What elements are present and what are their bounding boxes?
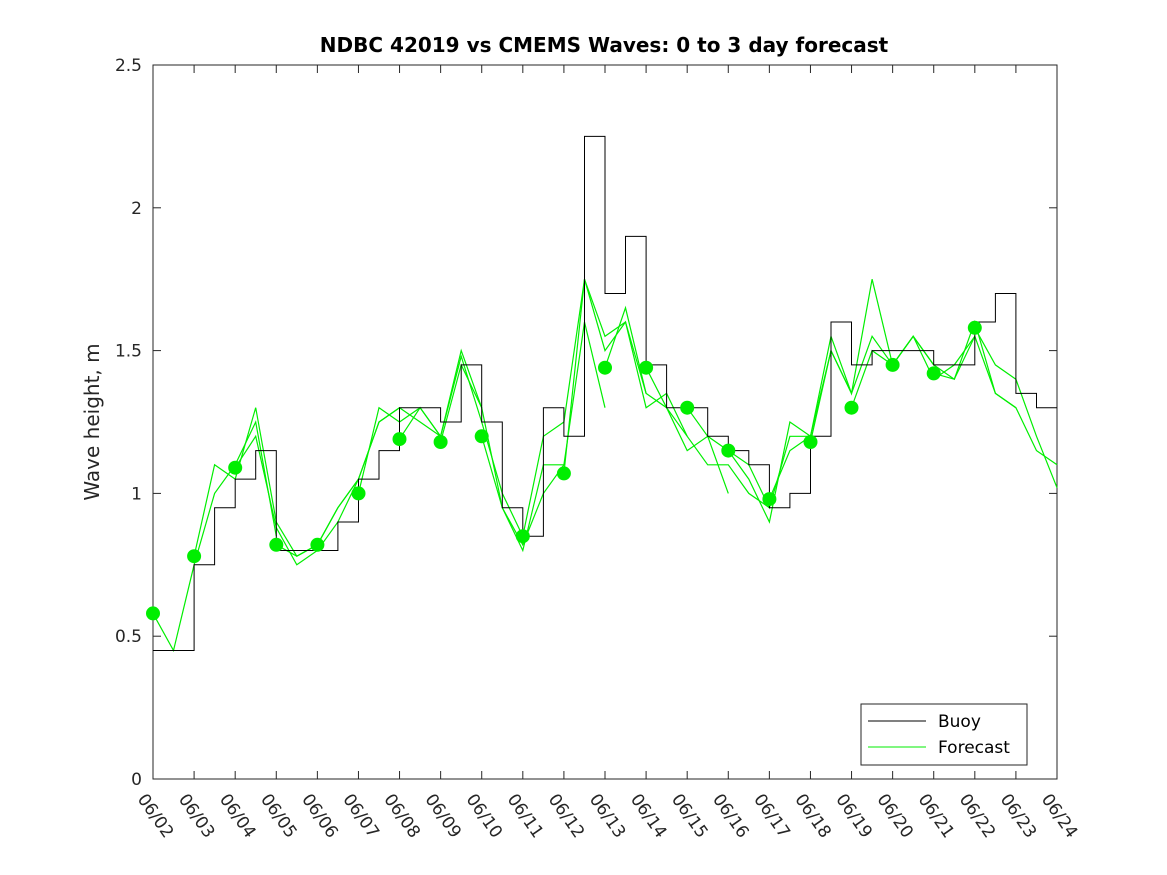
y-tick-label: 2: [131, 199, 142, 219]
analysis-point: [515, 529, 530, 544]
analysis-point: [598, 360, 612, 375]
analysis-point: [926, 366, 941, 381]
analysis-point: [433, 435, 448, 449]
analysis-point: [187, 549, 202, 564]
analysis-point: [680, 400, 695, 415]
forecast-line-06-21: [933, 334, 1058, 466]
legend-forecast-label: Forecast: [938, 738, 1010, 758]
analysis-point: [639, 360, 654, 375]
legend: Buoy Forecast: [860, 703, 1028, 766]
y-tick-label: 0: [131, 770, 142, 790]
y-tick-label: 0.5: [115, 627, 142, 647]
analysis-point: [146, 606, 160, 621]
analysis-point: [885, 357, 900, 372]
forecast-line-06-06: [316, 406, 441, 546]
analysis-point: [310, 537, 325, 552]
y-axis-label: Wave height, m: [80, 343, 104, 500]
y-tick-label: 2.5: [115, 56, 142, 76]
analysis-point: [721, 443, 736, 458]
y-tick-label: 1: [131, 484, 142, 504]
legend-box: [860, 703, 1028, 766]
analysis-point: [762, 492, 777, 507]
analysis-point: [556, 466, 571, 481]
analysis-point: [228, 460, 243, 475]
analysis-point: [474, 429, 489, 444]
analysis-point: [392, 432, 407, 447]
analysis-point: [967, 320, 982, 335]
analysis-point: [269, 537, 284, 552]
legend-buoy-label: Buoy: [938, 712, 981, 732]
analysis-point: [351, 486, 366, 501]
analysis-point: [803, 435, 818, 449]
data-layer: [146, 135, 1058, 653]
y-tick-label: 1.5: [115, 342, 142, 362]
analysis-point: [844, 400, 859, 415]
chart-title: NDBC 42019 vs CMEMS Waves: 0 to 3 day fo…: [320, 33, 889, 57]
